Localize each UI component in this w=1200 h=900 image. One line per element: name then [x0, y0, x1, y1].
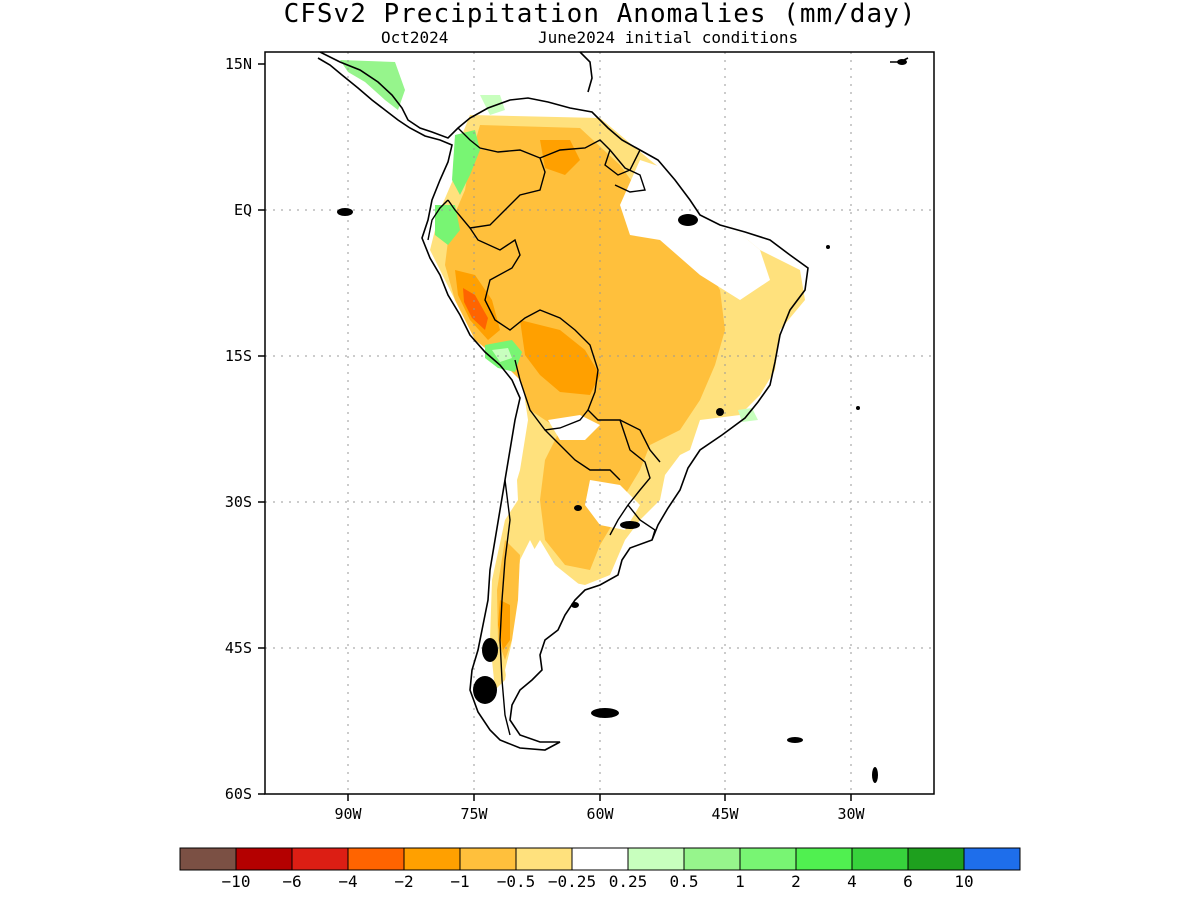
- lon-label-45w: 45W: [711, 805, 739, 823]
- anomaly-neutral-chile: [495, 440, 518, 520]
- colorbar-tick-label: −2: [394, 872, 414, 891]
- colorbar-tick-label: 0.25: [608, 872, 648, 891]
- colorbar-tick-label: 2: [791, 872, 801, 891]
- colorbar-tick-label: −0.25: [547, 872, 597, 891]
- lat-label-eq: EQ: [233, 201, 252, 219]
- colorbar-swatch: [795, 847, 853, 871]
- anomaly-neutral-pampas: [585, 480, 640, 530]
- colorbar-swatch: [739, 847, 797, 871]
- colorbar-swatch: [291, 847, 349, 871]
- colorbar-tick-label: 0.5: [669, 872, 699, 891]
- lat-label-30s: 30S: [224, 493, 252, 511]
- lat-label-60s: 60S: [224, 785, 252, 803]
- anomaly-green-caribbean: [480, 95, 505, 115]
- colorbar-swatch: [515, 847, 573, 871]
- colorbar-swatch: [907, 847, 965, 871]
- lon-label-60w: 60W: [586, 805, 614, 823]
- anomaly-dark-orange: [520, 320, 600, 395]
- anomaly-green-colombia-coast: [452, 130, 480, 195]
- anomaly-red-orange: [463, 288, 488, 330]
- lat-label-15n: 15N: [224, 55, 252, 73]
- colorbar-tick-label: 10: [954, 872, 974, 891]
- map-title: CFSv2 Precipitation Anomalies (mm/day): [283, 0, 917, 29]
- colorbar-swatch: [459, 847, 517, 871]
- colorbar-swatch: [851, 847, 909, 871]
- colorbar-swatch: [627, 847, 685, 871]
- initial-conditions: June2024 initial conditions: [538, 28, 799, 47]
- anomaly-green-ecuador: [435, 205, 460, 245]
- colorbar-tick-label: −6: [282, 872, 302, 891]
- anomaly-neutral-southern: [505, 540, 600, 710]
- colorbar-swatch: [403, 847, 461, 871]
- colorbar-tick-label: −0.5: [496, 872, 536, 891]
- colorbar-tick-label: 1: [735, 872, 745, 891]
- colorbar: [179, 847, 1021, 871]
- anomaly-green-central-america: [340, 60, 405, 110]
- forecast-month: Oct2024: [381, 28, 449, 47]
- colorbar-swatch: [683, 847, 741, 871]
- colorbar-tick-label: 6: [903, 872, 913, 891]
- colorbar-swatch: [963, 847, 1021, 871]
- colorbar-swatch: [347, 847, 405, 871]
- colorbar-swatch: [235, 847, 293, 871]
- colorbar-tick-label: −10: [221, 872, 251, 891]
- lon-label-30w: 30W: [837, 805, 865, 823]
- anomaly-neutral-central: [548, 415, 600, 440]
- colorbar-swatch: [571, 847, 629, 871]
- anomaly-neutral-ne: [620, 160, 770, 300]
- colorbar-swatch: [179, 847, 237, 871]
- lon-label-75w: 75W: [460, 805, 488, 823]
- lon-label-90w: 90W: [334, 805, 362, 823]
- axis-ticks: [258, 63, 852, 801]
- lat-label-45s: 45S: [224, 639, 252, 657]
- anomaly-field: [340, 60, 805, 710]
- colorbar-tick-label: 4: [847, 872, 857, 891]
- islands: [337, 59, 907, 783]
- colorbar-tick-label: −1: [450, 872, 470, 891]
- lat-label-15s: 15S: [224, 347, 252, 365]
- country-borders: [427, 127, 661, 736]
- colorbar-tick-label: −4: [338, 872, 358, 891]
- anomaly-green-bolivia-core: [492, 348, 512, 362]
